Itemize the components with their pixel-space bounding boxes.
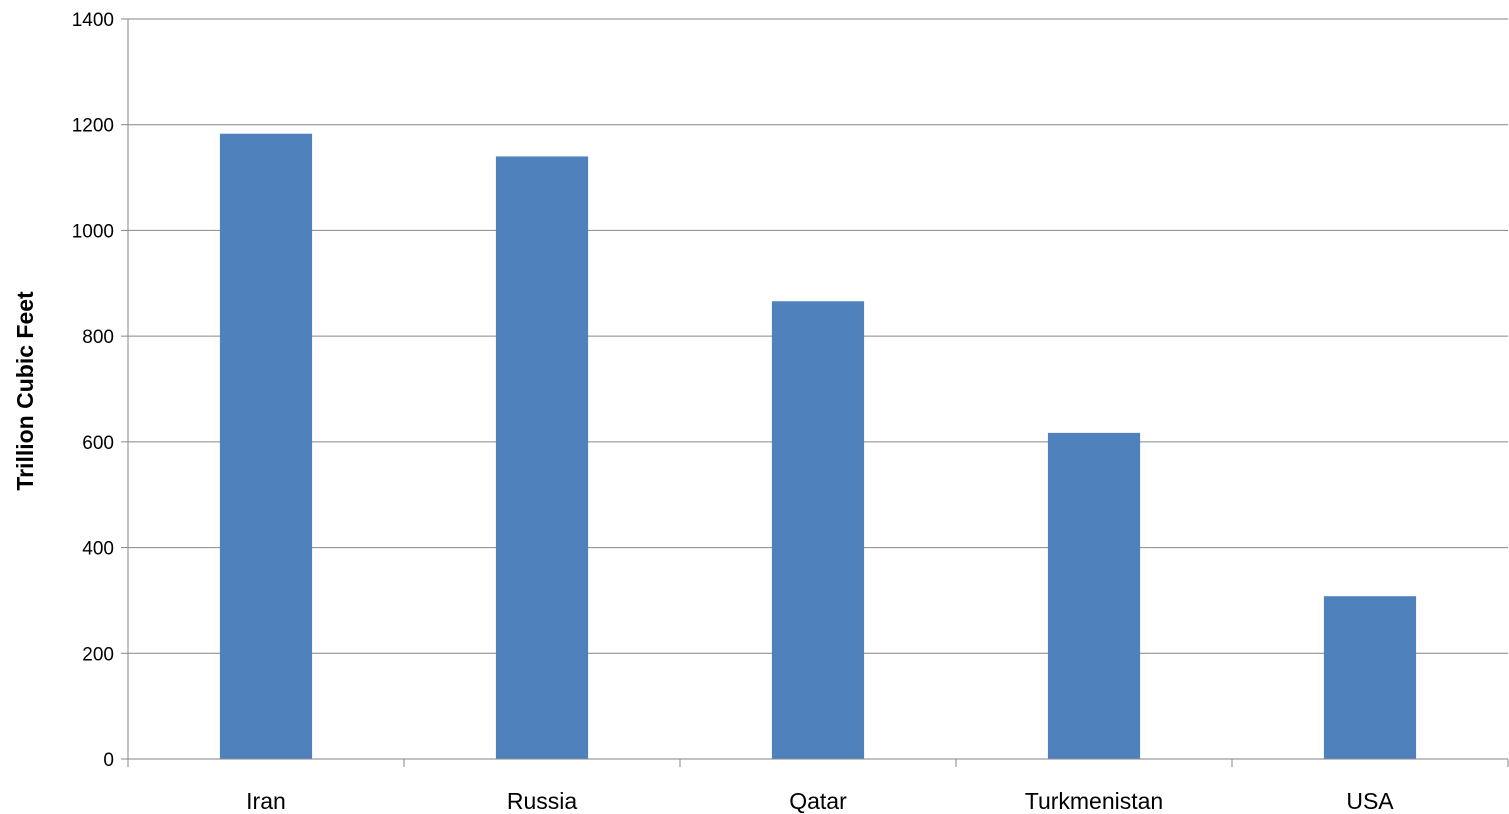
y-tick-label: 0 — [103, 750, 114, 771]
bar-qatar — [771, 301, 865, 759]
y-tick-label: 1000 — [72, 221, 114, 242]
y-tick-labels: 0 200 400 600 800 1000 1200 1400 — [72, 10, 114, 771]
x-tick-label: Qatar — [789, 788, 847, 814]
bar-iran — [219, 133, 313, 759]
axes — [121, 18, 1509, 767]
bar-russia — [495, 156, 589, 759]
y-axis-title: Trillion Cubic Feet — [12, 291, 38, 491]
y-tick-label: 600 — [82, 433, 114, 454]
y-tick-label: 400 — [82, 539, 114, 560]
x-tick-label: USA — [1346, 788, 1394, 814]
bar-turkmenistan — [1047, 432, 1141, 759]
y-tick-label: 1400 — [72, 10, 114, 31]
y-tick-label: 1200 — [72, 116, 114, 137]
y-tick-label: 200 — [82, 644, 114, 665]
x-tick-label: Iran — [246, 788, 286, 814]
x-tick-labels: Iran Russia Qatar Turkmenistan USA — [246, 788, 1394, 814]
x-tick-label: Russia — [507, 788, 578, 814]
bar-usa — [1323, 596, 1417, 759]
bars — [219, 133, 1417, 759]
x-tick-label: Turkmenistan — [1025, 788, 1163, 814]
y-tick-label: 800 — [82, 327, 114, 348]
